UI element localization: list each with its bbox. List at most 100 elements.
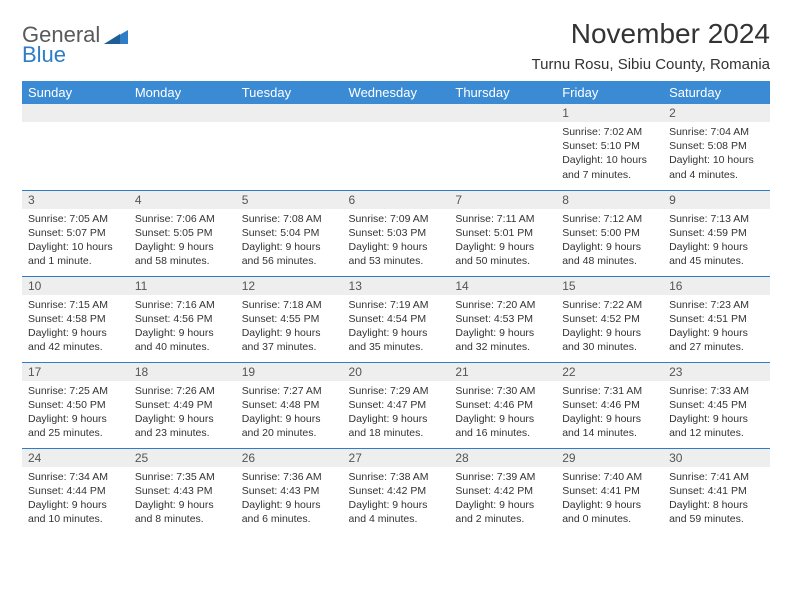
day-body: Sunrise: 7:35 AMSunset: 4:43 PMDaylight:… — [129, 467, 236, 531]
day-number: 16 — [663, 277, 770, 295]
calendar-table: SundayMondayTuesdayWednesdayThursdayFrid… — [22, 81, 770, 534]
calendar-day-cell: 29Sunrise: 7:40 AMSunset: 4:41 PMDayligh… — [556, 448, 663, 534]
day-body: Sunrise: 7:31 AMSunset: 4:46 PMDaylight:… — [556, 381, 663, 445]
day-number: 25 — [129, 449, 236, 467]
day-header: Saturday — [663, 81, 770, 104]
day-body-empty — [343, 122, 450, 182]
day-header: Thursday — [449, 81, 556, 104]
day-body: Sunrise: 7:16 AMSunset: 4:56 PMDaylight:… — [129, 295, 236, 359]
day-body: Sunrise: 7:33 AMSunset: 4:45 PMDaylight:… — [663, 381, 770, 445]
day-header: Tuesday — [236, 81, 343, 104]
calendar-week-row: 3Sunrise: 7:05 AMSunset: 5:07 PMDaylight… — [22, 190, 770, 276]
calendar-day-cell — [449, 104, 556, 190]
day-header-row: SundayMondayTuesdayWednesdayThursdayFrid… — [22, 81, 770, 104]
location-subtitle: Turnu Rosu, Sibiu County, Romania — [532, 56, 770, 73]
calendar-day-cell: 15Sunrise: 7:22 AMSunset: 4:52 PMDayligh… — [556, 276, 663, 362]
day-body: Sunrise: 7:20 AMSunset: 4:53 PMDaylight:… — [449, 295, 556, 359]
calendar-day-cell: 12Sunrise: 7:18 AMSunset: 4:55 PMDayligh… — [236, 276, 343, 362]
day-body: Sunrise: 7:25 AMSunset: 4:50 PMDaylight:… — [22, 381, 129, 445]
day-body: Sunrise: 7:04 AMSunset: 5:08 PMDaylight:… — [663, 122, 770, 186]
calendar-day-cell — [343, 104, 450, 190]
day-body: Sunrise: 7:26 AMSunset: 4:49 PMDaylight:… — [129, 381, 236, 445]
day-body: Sunrise: 7:39 AMSunset: 4:42 PMDaylight:… — [449, 467, 556, 531]
day-number: 9 — [663, 191, 770, 209]
calendar-day-cell: 17Sunrise: 7:25 AMSunset: 4:50 PMDayligh… — [22, 362, 129, 448]
calendar-day-cell: 4Sunrise: 7:06 AMSunset: 5:05 PMDaylight… — [129, 190, 236, 276]
calendar-day-cell: 24Sunrise: 7:34 AMSunset: 4:44 PMDayligh… — [22, 448, 129, 534]
day-number-empty — [236, 104, 343, 122]
brand-triangle-icon — [104, 28, 130, 53]
day-header: Monday — [129, 81, 236, 104]
day-body-empty — [449, 122, 556, 182]
day-body: Sunrise: 7:12 AMSunset: 5:00 PMDaylight:… — [556, 209, 663, 273]
page-header: General Blue November 2024 Turnu Rosu, S… — [22, 18, 770, 73]
brand-logo: General Blue — [22, 18, 130, 66]
day-body: Sunrise: 7:06 AMSunset: 5:05 PMDaylight:… — [129, 209, 236, 273]
calendar-day-cell: 18Sunrise: 7:26 AMSunset: 4:49 PMDayligh… — [129, 362, 236, 448]
calendar-day-cell: 2Sunrise: 7:04 AMSunset: 5:08 PMDaylight… — [663, 104, 770, 190]
day-number: 1 — [556, 104, 663, 122]
day-body: Sunrise: 7:08 AMSunset: 5:04 PMDaylight:… — [236, 209, 343, 273]
calendar-day-cell: 21Sunrise: 7:30 AMSunset: 4:46 PMDayligh… — [449, 362, 556, 448]
day-number: 21 — [449, 363, 556, 381]
day-body: Sunrise: 7:36 AMSunset: 4:43 PMDaylight:… — [236, 467, 343, 531]
day-number: 8 — [556, 191, 663, 209]
calendar-day-cell: 1Sunrise: 7:02 AMSunset: 5:10 PMDaylight… — [556, 104, 663, 190]
calendar-day-cell — [236, 104, 343, 190]
day-number: 17 — [22, 363, 129, 381]
day-header: Wednesday — [343, 81, 450, 104]
day-number: 14 — [449, 277, 556, 295]
calendar-day-cell: 14Sunrise: 7:20 AMSunset: 4:53 PMDayligh… — [449, 276, 556, 362]
day-number-empty — [129, 104, 236, 122]
calendar-week-row: 10Sunrise: 7:15 AMSunset: 4:58 PMDayligh… — [22, 276, 770, 362]
day-number: 5 — [236, 191, 343, 209]
day-number: 4 — [129, 191, 236, 209]
day-body: Sunrise: 7:30 AMSunset: 4:46 PMDaylight:… — [449, 381, 556, 445]
day-number: 7 — [449, 191, 556, 209]
day-number: 27 — [343, 449, 450, 467]
day-number: 29 — [556, 449, 663, 467]
calendar-day-cell: 20Sunrise: 7:29 AMSunset: 4:47 PMDayligh… — [343, 362, 450, 448]
title-block: November 2024 Turnu Rosu, Sibiu County, … — [532, 18, 770, 73]
calendar-day-cell: 19Sunrise: 7:27 AMSunset: 4:48 PMDayligh… — [236, 362, 343, 448]
day-body: Sunrise: 7:41 AMSunset: 4:41 PMDaylight:… — [663, 467, 770, 531]
day-body: Sunrise: 7:29 AMSunset: 4:47 PMDaylight:… — [343, 381, 450, 445]
calendar-day-cell: 8Sunrise: 7:12 AMSunset: 5:00 PMDaylight… — [556, 190, 663, 276]
calendar-day-cell — [22, 104, 129, 190]
day-number: 11 — [129, 277, 236, 295]
day-number-empty — [343, 104, 450, 122]
calendar-day-cell: 11Sunrise: 7:16 AMSunset: 4:56 PMDayligh… — [129, 276, 236, 362]
day-number: 3 — [22, 191, 129, 209]
day-number: 6 — [343, 191, 450, 209]
day-number: 19 — [236, 363, 343, 381]
calendar-day-cell: 7Sunrise: 7:11 AMSunset: 5:01 PMDaylight… — [449, 190, 556, 276]
day-header: Friday — [556, 81, 663, 104]
calendar-week-row: 1Sunrise: 7:02 AMSunset: 5:10 PMDaylight… — [22, 104, 770, 190]
day-body: Sunrise: 7:09 AMSunset: 5:03 PMDaylight:… — [343, 209, 450, 273]
calendar-day-cell: 27Sunrise: 7:38 AMSunset: 4:42 PMDayligh… — [343, 448, 450, 534]
calendar-day-cell: 5Sunrise: 7:08 AMSunset: 5:04 PMDaylight… — [236, 190, 343, 276]
calendar-week-row: 17Sunrise: 7:25 AMSunset: 4:50 PMDayligh… — [22, 362, 770, 448]
day-header: Sunday — [22, 81, 129, 104]
calendar-day-cell — [129, 104, 236, 190]
day-number: 30 — [663, 449, 770, 467]
brand-line2: Blue — [22, 44, 100, 66]
day-body-empty — [22, 122, 129, 182]
day-body: Sunrise: 7:22 AMSunset: 4:52 PMDaylight:… — [556, 295, 663, 359]
day-number: 23 — [663, 363, 770, 381]
day-number: 10 — [22, 277, 129, 295]
day-number: 18 — [129, 363, 236, 381]
calendar-day-cell: 16Sunrise: 7:23 AMSunset: 4:51 PMDayligh… — [663, 276, 770, 362]
day-body: Sunrise: 7:19 AMSunset: 4:54 PMDaylight:… — [343, 295, 450, 359]
calendar-day-cell: 9Sunrise: 7:13 AMSunset: 4:59 PMDaylight… — [663, 190, 770, 276]
calendar-day-cell: 22Sunrise: 7:31 AMSunset: 4:46 PMDayligh… — [556, 362, 663, 448]
calendar-day-cell: 26Sunrise: 7:36 AMSunset: 4:43 PMDayligh… — [236, 448, 343, 534]
calendar-day-cell: 28Sunrise: 7:39 AMSunset: 4:42 PMDayligh… — [449, 448, 556, 534]
day-number: 28 — [449, 449, 556, 467]
day-body: Sunrise: 7:40 AMSunset: 4:41 PMDaylight:… — [556, 467, 663, 531]
day-number: 12 — [236, 277, 343, 295]
day-number: 24 — [22, 449, 129, 467]
calendar-day-cell: 30Sunrise: 7:41 AMSunset: 4:41 PMDayligh… — [663, 448, 770, 534]
day-body: Sunrise: 7:38 AMSunset: 4:42 PMDaylight:… — [343, 467, 450, 531]
calendar-day-cell: 23Sunrise: 7:33 AMSunset: 4:45 PMDayligh… — [663, 362, 770, 448]
